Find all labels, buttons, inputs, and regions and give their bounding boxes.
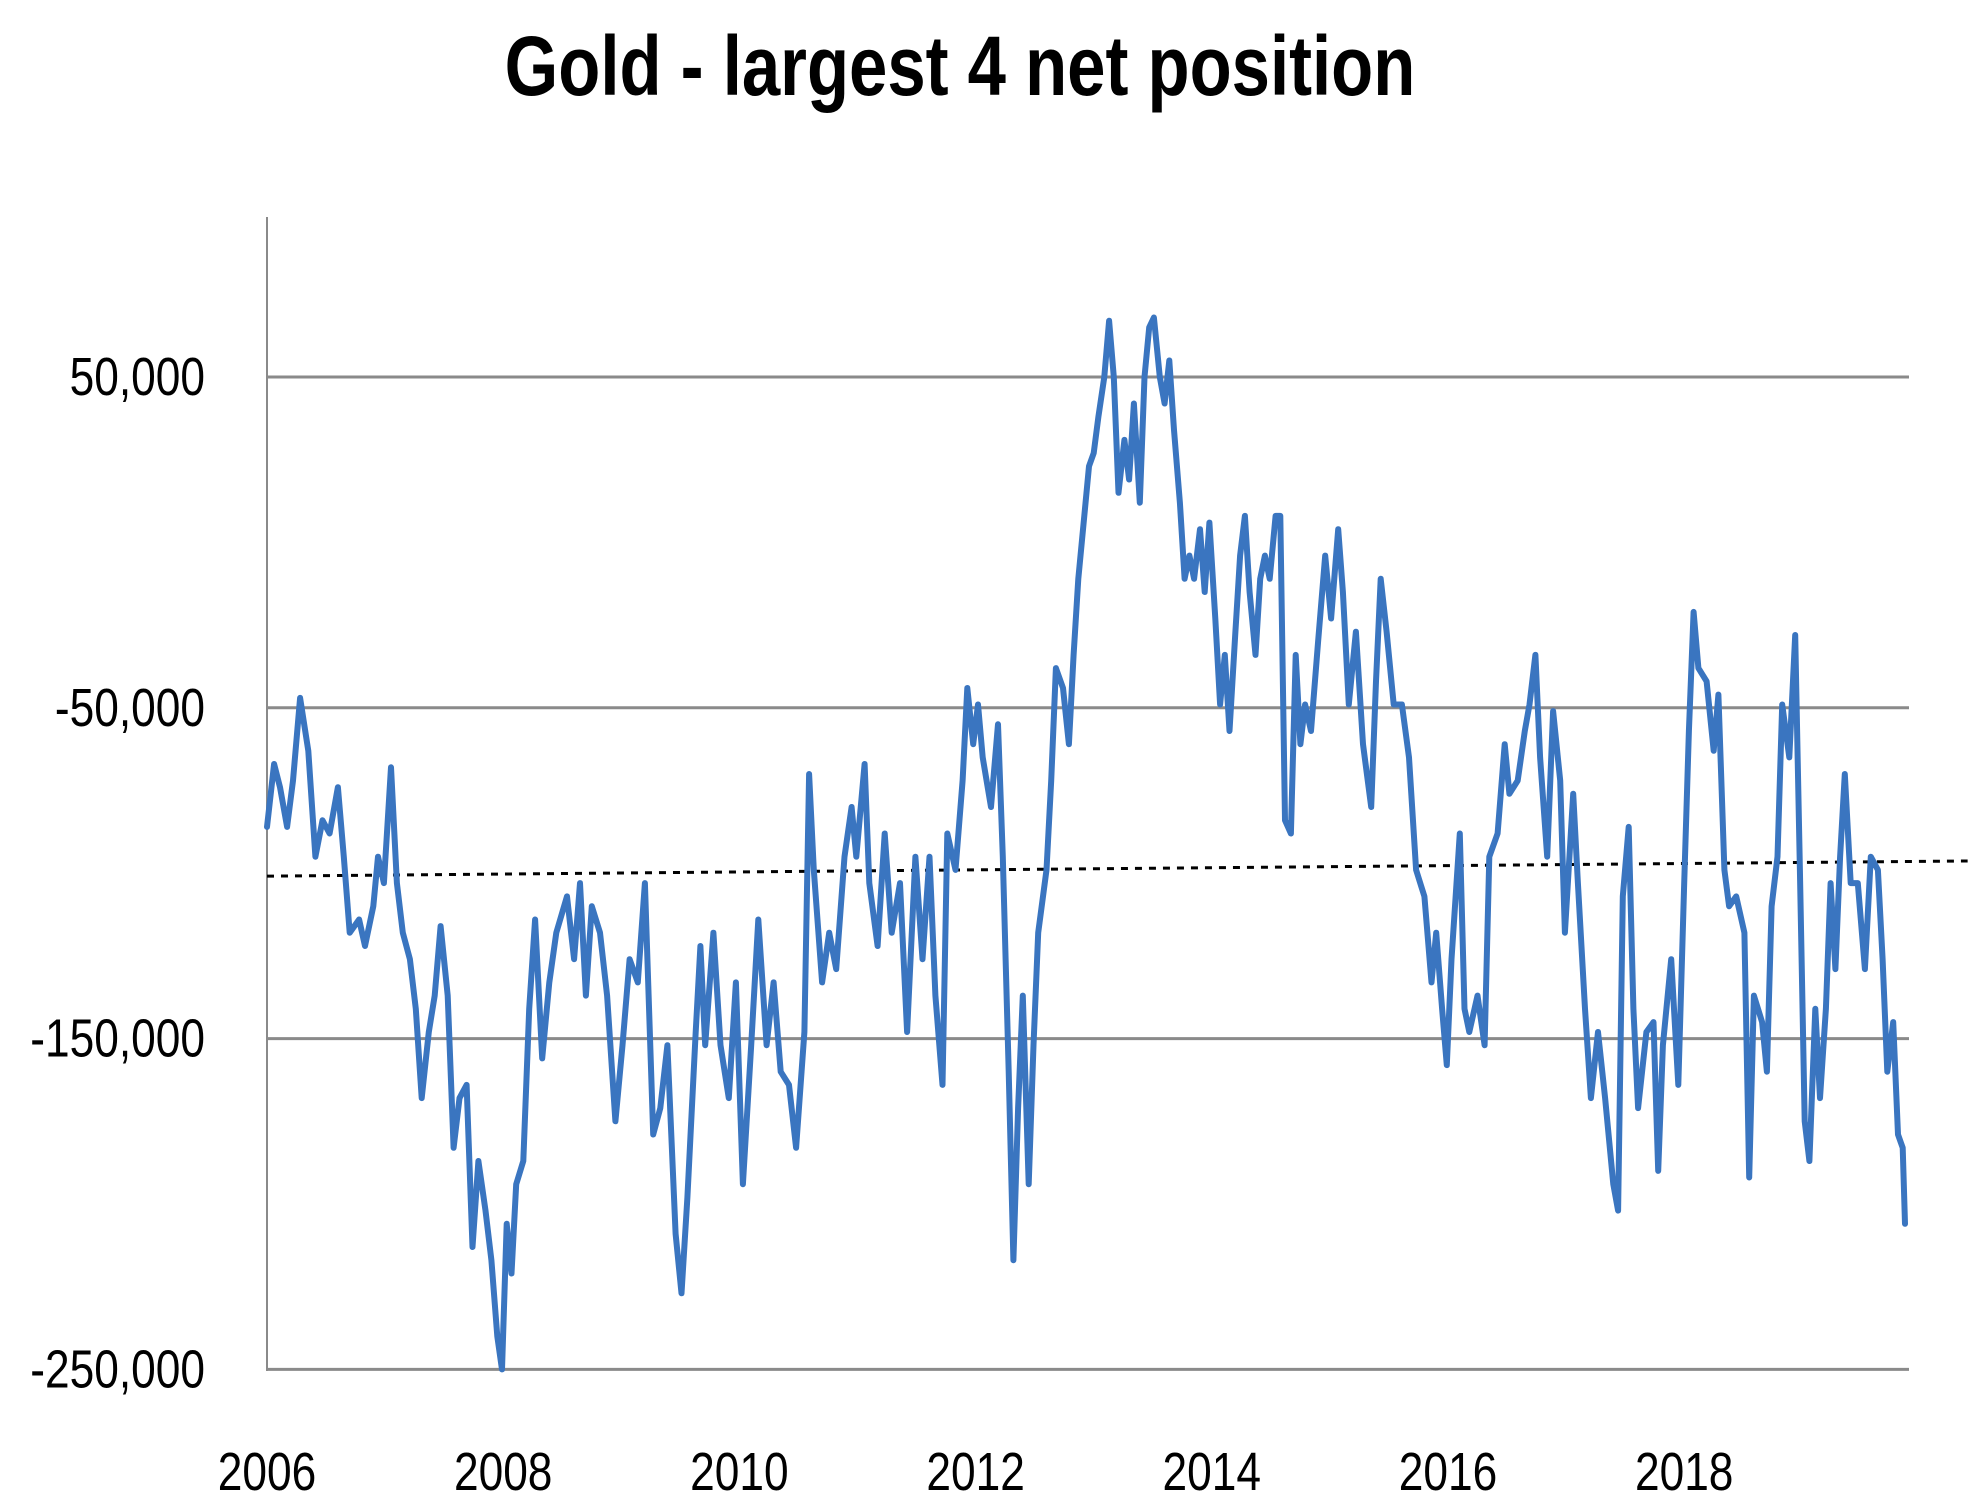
series-points bbox=[266, 317, 1906, 1370]
x-tick-label: 2016 bbox=[1399, 1442, 1497, 1502]
x-tick-label: 2008 bbox=[454, 1442, 552, 1502]
y-tick-labels: 50,000 -50,000 -150,000 -250,000 bbox=[30, 347, 205, 1400]
chart-title: Gold - largest 4 net position bbox=[505, 20, 1416, 114]
y-tick-label: -150,000 bbox=[30, 1008, 205, 1068]
x-tick-label: 2010 bbox=[690, 1442, 788, 1502]
y-tick-label: 50,000 bbox=[70, 347, 205, 407]
y-tick-label: -50,000 bbox=[55, 678, 205, 738]
x-tick-label: 2006 bbox=[218, 1442, 316, 1502]
x-tick-label: 2014 bbox=[1163, 1442, 1261, 1502]
trendline bbox=[266, 859, 1968, 878]
x-tick-labels: 2006 2008 2010 2012 2014 2016 2018 bbox=[218, 1442, 1734, 1502]
y-tick-label: -250,000 bbox=[30, 1339, 205, 1399]
x-tick-label: 2018 bbox=[1635, 1442, 1733, 1502]
x-tick-label: 2012 bbox=[926, 1442, 1024, 1502]
series-line bbox=[264, 314, 1908, 1373]
